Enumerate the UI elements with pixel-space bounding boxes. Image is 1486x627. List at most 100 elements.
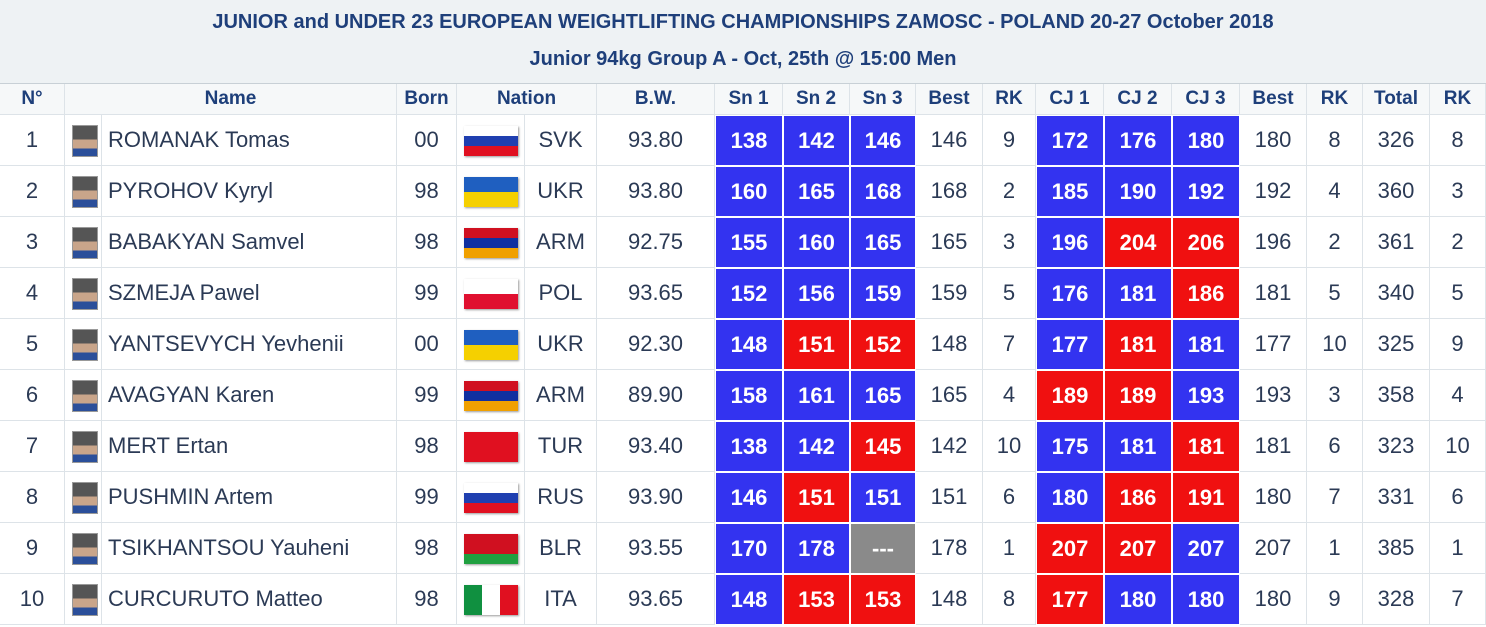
- athlete-photo: [72, 584, 98, 616]
- attempt-cell: 170: [715, 523, 783, 574]
- cell: YANTSEVYCH Yevhenii: [102, 319, 397, 370]
- cell: ARM: [525, 217, 597, 268]
- attempt-cell: 152: [715, 268, 783, 319]
- cell: 93.40: [597, 421, 715, 472]
- column-header: RK: [983, 84, 1036, 115]
- cell: TUR: [525, 421, 597, 472]
- attempt-cell: 192: [1172, 166, 1240, 217]
- cell: 98: [397, 574, 457, 625]
- attempt-cell: 181: [1172, 319, 1240, 370]
- attempt-cell: 165: [850, 370, 916, 421]
- flag-cell: [457, 319, 525, 370]
- attempt-cell: 156: [783, 268, 850, 319]
- attempt-cell: 153: [783, 574, 850, 625]
- cell: 146: [916, 115, 983, 166]
- attempt-cell: 160: [783, 217, 850, 268]
- column-header: Sn 2: [783, 84, 850, 115]
- cell: 181: [1240, 421, 1307, 472]
- flag-cell: [457, 268, 525, 319]
- attempt-cell: 168: [850, 166, 916, 217]
- attempt-cell: 172: [1036, 115, 1104, 166]
- attempt-cell: 189: [1104, 370, 1172, 421]
- attempt-cell: 190: [1104, 166, 1172, 217]
- cell: 8: [983, 574, 1036, 625]
- cell: SVK: [525, 115, 597, 166]
- cell: 151: [916, 472, 983, 523]
- cell: 98: [397, 166, 457, 217]
- column-header: CJ 1: [1036, 84, 1104, 115]
- cell: 8: [0, 472, 65, 523]
- flag: [464, 228, 518, 258]
- photo-cell: [65, 574, 102, 625]
- attempt-cell: 160: [715, 166, 783, 217]
- photo-cell: [65, 472, 102, 523]
- cell: 323: [1363, 421, 1430, 472]
- attempt-cell: 152: [850, 319, 916, 370]
- cell: AVAGYAN Karen: [102, 370, 397, 421]
- cell: 6: [0, 370, 65, 421]
- attempt-cell: 176: [1036, 268, 1104, 319]
- cell: 180: [1240, 574, 1307, 625]
- cell: 00: [397, 115, 457, 166]
- cell: 93.65: [597, 574, 715, 625]
- cell: 92.75: [597, 217, 715, 268]
- cell: UKR: [525, 319, 597, 370]
- column-header: Best: [1240, 84, 1307, 115]
- athlete-photo: [72, 329, 98, 361]
- attempt-cell: 207: [1172, 523, 1240, 574]
- flag: [464, 381, 518, 411]
- cell: 8: [1430, 115, 1486, 166]
- column-header: Nation: [457, 84, 597, 115]
- attempt-cell: 161: [783, 370, 850, 421]
- cell: 177: [1240, 319, 1307, 370]
- attempt-cell: 165: [783, 166, 850, 217]
- cell: 2: [1430, 217, 1486, 268]
- attempt-cell: 146: [715, 472, 783, 523]
- photo-cell: [65, 370, 102, 421]
- photo-cell: [65, 421, 102, 472]
- cell: PUSHMIN Artem: [102, 472, 397, 523]
- flag: [464, 330, 518, 360]
- cell: UKR: [525, 166, 597, 217]
- attempt-cell: 207: [1104, 523, 1172, 574]
- cell: 9: [983, 115, 1036, 166]
- attempt-cell: 176: [1104, 115, 1172, 166]
- cell: 7: [1307, 472, 1363, 523]
- flag-cell: [457, 115, 525, 166]
- cell: 331: [1363, 472, 1430, 523]
- cell: 5: [0, 319, 65, 370]
- athlete-photo: [72, 278, 98, 310]
- athlete-photo: [72, 227, 98, 259]
- cell: 4: [0, 268, 65, 319]
- attempt-cell: 180: [1172, 115, 1240, 166]
- cell: 4: [1307, 166, 1363, 217]
- photo-cell: [65, 115, 102, 166]
- cell: 2: [0, 166, 65, 217]
- column-header: N°: [0, 84, 65, 115]
- attempt-cell: 186: [1104, 472, 1172, 523]
- attempt-cell: 177: [1036, 574, 1104, 625]
- attempt-cell: 180: [1104, 574, 1172, 625]
- cell: 1: [1430, 523, 1486, 574]
- cell: BLR: [525, 523, 597, 574]
- athlete-photo: [72, 125, 98, 157]
- attempt-cell: 178: [783, 523, 850, 574]
- cell: ITA: [525, 574, 597, 625]
- cell: 99: [397, 268, 457, 319]
- cell: 181: [1240, 268, 1307, 319]
- cell: 180: [1240, 115, 1307, 166]
- flag: [464, 534, 518, 564]
- attempt-cell: 186: [1172, 268, 1240, 319]
- cell: 99: [397, 370, 457, 421]
- cell: 3: [1307, 370, 1363, 421]
- cell: POL: [525, 268, 597, 319]
- cell: 92.30: [597, 319, 715, 370]
- flag-cell: [457, 166, 525, 217]
- flag-cell: [457, 523, 525, 574]
- cell: 361: [1363, 217, 1430, 268]
- cell: 142: [916, 421, 983, 472]
- column-header: B.W.: [597, 84, 715, 115]
- attempt-cell: 142: [783, 421, 850, 472]
- cell: 93.80: [597, 115, 715, 166]
